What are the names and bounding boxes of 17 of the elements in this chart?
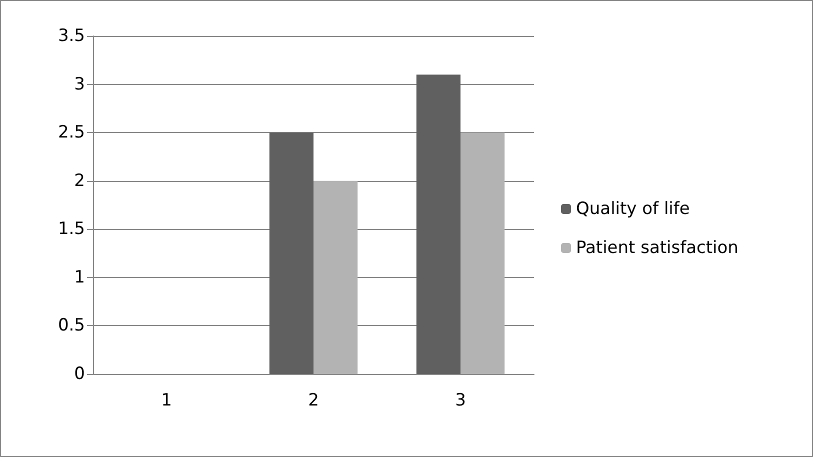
x-tick-label: 3: [455, 390, 466, 410]
bar: [416, 74, 460, 374]
y-tick-label: 0.5: [58, 316, 85, 336]
y-tick-label: 1.5: [58, 219, 85, 240]
y-tick-label: 0: [74, 364, 85, 384]
x-tick-label: 2: [308, 390, 319, 410]
y-tick-label: 2: [74, 170, 85, 191]
legend-label: Quality of life: [576, 199, 690, 219]
bar: [269, 132, 314, 374]
y-tick-label: 1: [74, 267, 85, 288]
bar: [460, 132, 505, 374]
legend-label: Patient satisfaction: [576, 238, 738, 258]
bar: [314, 180, 358, 374]
y-tick-label: 3: [74, 74, 85, 94]
y-tick-label: 2.5: [58, 122, 85, 143]
y-tick-label: 3.5: [58, 26, 85, 46]
x-tick-label: 1: [161, 390, 172, 410]
